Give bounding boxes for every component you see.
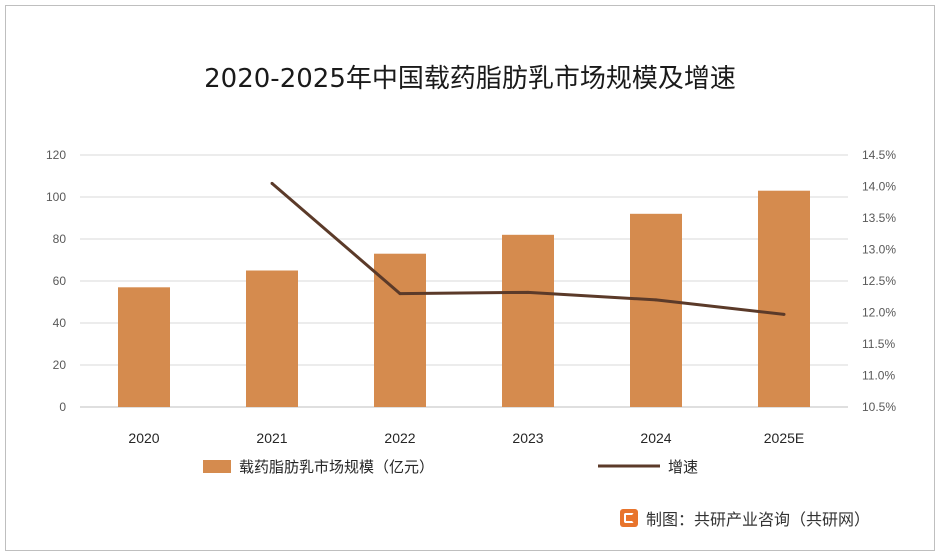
footer-credit-text: 制图：共研产业咨询（共研网） [646, 510, 871, 529]
bars [118, 190, 810, 407]
right-tick-label: 14.5% [862, 148, 896, 162]
left-tick-label: 40 [53, 316, 67, 330]
right-tick-label: 12.5% [862, 274, 896, 288]
right-axis-ticks: 10.5% 11.0% 11.5% 12.0% 12.5% 13.0% 13.5% 14.0%… [862, 148, 896, 414]
left-axis-ticks: 0 20 40 60 80 100 120 [46, 148, 66, 414]
left-tick-label: 80 [53, 232, 67, 246]
bar [758, 190, 810, 407]
legend: 载药脂肪乳市场规模（亿元） 增速 [203, 458, 698, 476]
brand-logo-icon [620, 509, 638, 527]
right-tick-label: 12.0% [862, 306, 896, 320]
bar [630, 213, 682, 407]
growth-point [526, 290, 530, 294]
growth-line-group [270, 181, 786, 316]
left-tick-label: 120 [46, 148, 66, 162]
bar [118, 287, 170, 407]
growth-point [270, 181, 274, 185]
right-tick-label: 13.5% [862, 211, 896, 225]
right-tick-label: 11.5% [862, 337, 895, 351]
legend-label-bar: 载药脂肪乳市场规模（亿元） [239, 458, 434, 476]
footer-credit: 制图：共研产业咨询（共研网） [620, 506, 870, 530]
bar [246, 270, 298, 407]
left-tick-label: 60 [53, 274, 67, 288]
legend-label-line: 增速 [668, 458, 698, 476]
x-tick-label: 2023 [512, 430, 543, 446]
gridlines [80, 154, 848, 408]
bar [502, 234, 554, 407]
x-tick-label: 2024 [640, 430, 671, 446]
growth-point [654, 298, 658, 302]
left-tick-label: 20 [53, 358, 67, 372]
legend-swatch-bar [203, 460, 231, 473]
left-tick-label: 100 [46, 190, 66, 204]
growth-point [398, 292, 402, 296]
right-tick-label: 14.0% [862, 180, 896, 194]
chart-title: 2020-2025年中国载药脂肪乳市场规模及增速 [204, 64, 736, 94]
right-tick-label: 10.5% [862, 400, 896, 414]
x-axis-ticks: 2020 2021 2022 2023 2024 2025E [128, 430, 804, 446]
x-tick-label: 2020 [128, 430, 159, 446]
x-tick-label: 2021 [256, 430, 287, 446]
x-tick-label: 2025E [764, 430, 804, 446]
right-tick-label: 11.0% [862, 369, 895, 383]
x-tick-label: 2022 [384, 430, 415, 446]
left-tick-label: 0 [59, 400, 66, 414]
right-tick-label: 13.0% [862, 243, 896, 257]
growth-point [782, 312, 786, 316]
